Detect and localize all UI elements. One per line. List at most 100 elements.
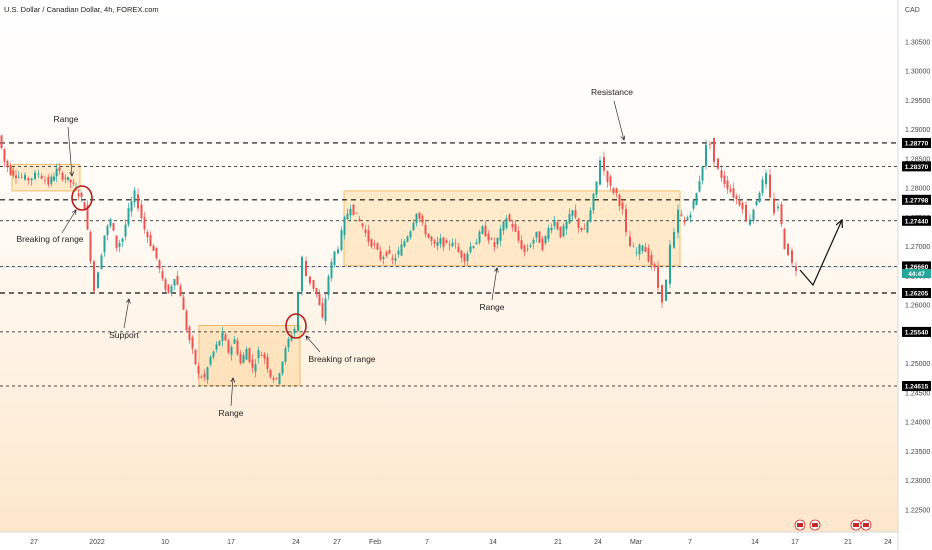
candle[interactable] [599, 156, 601, 186]
candle[interactable] [209, 354, 212, 367]
candle[interactable] [505, 214, 508, 230]
candle[interactable] [287, 336, 290, 352]
candle[interactable] [12, 167, 15, 179]
candle[interactable] [343, 215, 346, 240]
event-flag-icon[interactable] [809, 519, 821, 531]
candle[interactable] [508, 212, 511, 223]
candle[interactable] [427, 233, 430, 239]
candle[interactable] [17, 171, 20, 179]
candle[interactable] [568, 208, 571, 224]
candle[interactable] [263, 352, 266, 365]
candle[interactable] [647, 244, 650, 263]
candle[interactable] [673, 227, 675, 250]
candle[interactable] [698, 175, 701, 193]
candle[interactable] [741, 201, 744, 214]
candle[interactable] [358, 215, 361, 222]
candle[interactable] [67, 176, 69, 182]
candle[interactable] [212, 350, 215, 360]
annotation-arrow[interactable] [306, 336, 321, 353]
annotation-arrow[interactable] [67, 126, 72, 176]
candle[interactable] [463, 252, 466, 266]
candle[interactable] [657, 260, 659, 292]
candle[interactable] [158, 259, 161, 274]
annotation-arrow[interactable] [61, 210, 76, 234]
candle[interactable] [89, 230, 92, 265]
candle[interactable] [394, 253, 397, 266]
candle[interactable] [0, 134, 3, 150]
annotation-label[interactable]: Range [479, 302, 504, 312]
candle[interactable] [603, 151, 605, 176]
annotation-label[interactable]: Range [53, 114, 78, 124]
candle[interactable] [523, 244, 526, 257]
candle[interactable] [535, 231, 538, 243]
candle[interactable] [100, 252, 103, 270]
candle[interactable] [713, 137, 715, 167]
candle[interactable] [475, 238, 478, 245]
candle[interactable] [3, 148, 6, 167]
candle[interactable] [701, 166, 704, 185]
annotation-label[interactable]: Resistance [591, 87, 633, 97]
candle[interactable] [6, 159, 9, 172]
candle[interactable] [436, 236, 439, 251]
candle[interactable] [137, 188, 139, 212]
candle[interactable] [170, 283, 173, 297]
candle[interactable] [106, 223, 109, 241]
candle[interactable] [248, 347, 251, 364]
candle[interactable] [361, 222, 364, 230]
candle[interactable] [324, 293, 327, 326]
candle[interactable] [692, 200, 695, 212]
candle[interactable] [653, 262, 656, 271]
candle[interactable] [526, 243, 529, 252]
candle[interactable] [364, 225, 367, 237]
candle[interactable] [577, 217, 580, 234]
candle[interactable] [683, 216, 686, 226]
candle[interactable] [457, 242, 460, 253]
candle[interactable] [621, 199, 624, 215]
candle[interactable] [86, 200, 89, 231]
candle[interactable] [327, 274, 330, 300]
candle[interactable] [140, 200, 143, 223]
candle[interactable] [146, 229, 149, 243]
candle[interactable] [586, 219, 589, 234]
candle[interactable] [97, 271, 99, 289]
candle[interactable] [167, 284, 170, 294]
candle[interactable] [239, 350, 242, 365]
candle[interactable] [370, 238, 373, 249]
candle[interactable] [499, 225, 502, 247]
candle[interactable] [717, 157, 719, 171]
candle[interactable] [109, 217, 112, 229]
candle[interactable] [15, 169, 17, 184]
candle[interactable] [490, 237, 493, 241]
candle[interactable] [27, 177, 30, 185]
candle[interactable] [612, 186, 615, 196]
candle[interactable] [215, 341, 218, 353]
candle[interactable] [758, 191, 761, 203]
candle[interactable] [738, 194, 741, 207]
candle[interactable] [130, 196, 133, 217]
candle[interactable] [143, 212, 146, 234]
candle[interactable] [418, 212, 421, 223]
candle[interactable] [275, 377, 278, 381]
candle[interactable] [185, 309, 188, 332]
candle[interactable] [780, 201, 783, 228]
candle[interactable] [118, 239, 121, 253]
candle[interactable] [221, 326, 224, 347]
candle[interactable] [103, 235, 106, 257]
annotation-arrow[interactable] [123, 299, 129, 329]
candle[interactable] [529, 242, 532, 249]
candle[interactable] [745, 201, 747, 223]
candle[interactable] [439, 233, 442, 249]
candle[interactable] [442, 236, 445, 251]
candle[interactable] [47, 174, 50, 188]
candle[interactable] [559, 226, 562, 239]
candle[interactable] [732, 182, 735, 202]
candle[interactable] [723, 170, 726, 188]
candle[interactable] [556, 219, 559, 231]
candle[interactable] [20, 172, 23, 179]
candle[interactable] [532, 237, 535, 250]
candle[interactable] [580, 226, 583, 232]
candle[interactable] [227, 338, 230, 355]
candle[interactable] [791, 247, 793, 266]
candle[interactable] [638, 243, 641, 260]
